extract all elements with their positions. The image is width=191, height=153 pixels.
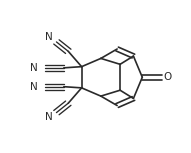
Text: N: N [30,82,38,92]
Text: N: N [45,32,53,42]
Text: O: O [163,72,172,82]
Text: N: N [45,112,53,122]
Text: N: N [30,63,38,73]
